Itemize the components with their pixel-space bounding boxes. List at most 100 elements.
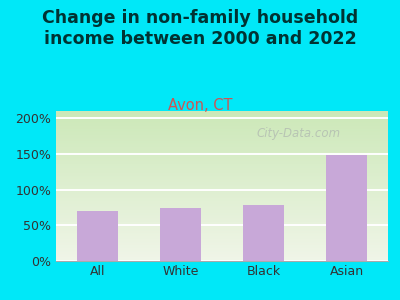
Bar	[56, 122, 388, 123]
Bar	[243, 205, 284, 261]
Bar	[56, 219, 388, 220]
Bar	[56, 177, 388, 178]
Bar	[56, 176, 388, 177]
Bar	[56, 169, 388, 171]
Bar	[56, 207, 388, 208]
Text: City-Data.com: City-Data.com	[256, 127, 340, 140]
Bar	[56, 256, 388, 258]
Bar	[56, 158, 388, 159]
Bar	[56, 252, 388, 254]
Bar	[56, 114, 388, 116]
Bar	[56, 246, 388, 247]
Bar	[56, 237, 388, 238]
Bar	[56, 202, 388, 204]
Bar	[56, 153, 388, 154]
Bar	[56, 112, 388, 114]
Bar	[56, 204, 388, 206]
Bar	[56, 118, 388, 120]
Bar	[326, 155, 367, 261]
Bar	[56, 159, 388, 160]
Bar	[56, 164, 388, 165]
Bar	[56, 228, 388, 230]
Bar	[56, 134, 388, 135]
Text: Avon, CT: Avon, CT	[168, 98, 232, 112]
Bar	[56, 230, 388, 231]
Bar	[56, 141, 388, 142]
Bar	[56, 186, 388, 188]
Bar	[56, 260, 388, 261]
Bar	[56, 183, 388, 184]
Bar	[56, 180, 388, 182]
Bar	[56, 147, 388, 148]
Bar	[56, 156, 388, 158]
Bar	[56, 154, 388, 156]
Bar	[56, 116, 388, 117]
Bar	[56, 148, 388, 150]
Bar	[56, 172, 388, 174]
Bar	[56, 213, 388, 214]
Bar	[56, 201, 388, 202]
Bar	[56, 174, 388, 176]
Bar	[56, 123, 388, 124]
Bar	[56, 232, 388, 234]
Bar	[56, 225, 388, 226]
Bar	[56, 226, 388, 228]
Bar	[56, 168, 388, 170]
Bar	[56, 258, 388, 260]
Bar	[160, 208, 201, 261]
Bar	[56, 129, 388, 130]
Bar	[56, 236, 388, 237]
Bar	[56, 214, 388, 216]
Bar	[56, 128, 388, 129]
Bar	[56, 162, 388, 164]
Bar	[56, 171, 388, 172]
Bar	[56, 146, 388, 147]
Bar	[56, 248, 388, 249]
Bar	[56, 140, 388, 141]
Bar	[56, 142, 388, 144]
Bar	[56, 124, 388, 126]
Bar	[56, 231, 388, 232]
Bar	[56, 132, 388, 134]
Bar	[56, 144, 388, 146]
Bar	[56, 165, 388, 166]
Bar	[56, 238, 388, 240]
Bar	[56, 189, 388, 190]
Bar	[56, 120, 388, 122]
Bar	[56, 208, 388, 210]
Bar	[56, 206, 388, 207]
Bar	[56, 192, 388, 194]
Bar	[56, 117, 388, 118]
Bar	[56, 190, 388, 192]
Bar	[56, 130, 388, 132]
Bar	[56, 249, 388, 250]
Bar	[56, 218, 388, 219]
Text: Change in non-family household
income between 2000 and 2022: Change in non-family household income be…	[42, 9, 358, 48]
Bar	[56, 138, 388, 140]
Bar	[77, 211, 118, 261]
Bar	[56, 111, 388, 112]
Bar	[56, 167, 388, 168]
Bar	[56, 196, 388, 198]
Bar	[56, 150, 388, 152]
Bar	[56, 240, 388, 242]
Bar	[56, 216, 388, 218]
Bar	[56, 244, 388, 246]
Bar	[56, 234, 388, 236]
Bar	[56, 254, 388, 255]
Bar	[56, 188, 388, 189]
Bar	[56, 135, 388, 136]
Bar	[56, 250, 388, 252]
Bar	[56, 182, 388, 183]
Bar	[56, 220, 388, 222]
Bar	[56, 200, 388, 201]
Bar	[56, 178, 388, 180]
Bar	[56, 222, 388, 224]
Bar	[56, 126, 388, 128]
Bar	[56, 224, 388, 225]
Bar	[56, 136, 388, 138]
Bar	[56, 195, 388, 196]
Bar	[56, 210, 388, 212]
Bar	[56, 242, 388, 243]
Bar	[56, 198, 388, 200]
